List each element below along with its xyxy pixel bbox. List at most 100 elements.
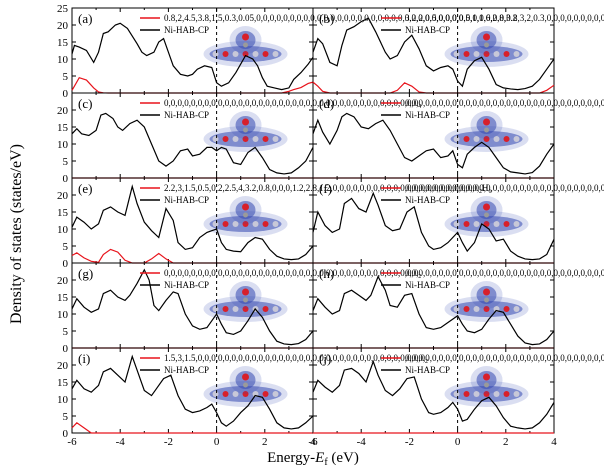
series-gas [71, 422, 313, 434]
x-axis-label-symbol: E [314, 450, 324, 466]
inset-3-slab-atom [493, 136, 500, 142]
inset-5-slab-atom [493, 221, 500, 227]
inset-0-slab-atom [272, 51, 279, 57]
x-tick-label: 4 [310, 436, 316, 448]
inset-9-slab-atom [473, 391, 480, 397]
inset-1-slab-atom [493, 51, 500, 57]
legend-label-gas: 1.5,3,1.5,0,0,0,0,0,0,0,0,0,0,0,0,0,0,0,… [164, 353, 428, 365]
inset-2-slab-atom [252, 136, 259, 142]
y-tick-label: 0 [63, 88, 69, 100]
y-tick-label: 20 [57, 20, 69, 32]
y-tick-label: 5 [63, 156, 69, 168]
inset-8-slab-atom [222, 391, 229, 397]
inset-8-slab-atom [232, 391, 239, 397]
inset-3-slab-atom [473, 136, 480, 142]
panel-label: (a) [78, 11, 92, 26]
y-tick-label: 5 [63, 71, 69, 83]
legend-label-gas: 0,0,0,0,0,0,0,0,0,0,0,0,0,0,0,0,0,0,0,0,… [405, 353, 604, 365]
inset-5-slab-atom [483, 221, 490, 227]
panel-label: (j) [319, 351, 331, 366]
inset-4-slab-atom [222, 221, 229, 227]
inset-4-adsorbate-atom [243, 212, 249, 218]
inset-3-slab-atom [503, 136, 510, 142]
inset-1-slab-atom [453, 51, 460, 57]
y-tick-label: 5 [63, 326, 69, 338]
inset-6-slab-atom [242, 306, 249, 312]
y-tick-label: 5 [63, 241, 69, 253]
y-tick-label: 25 [57, 3, 69, 15]
inset-4-slab-atom [272, 221, 279, 227]
inset-8-slab-atom [242, 391, 249, 397]
legend-label-ni: Ni-HAB-CP [164, 280, 209, 290]
inset-7-slab-atom [483, 306, 490, 312]
inset-5-slab-atom [453, 221, 460, 227]
inset-2-slab-atom [262, 136, 269, 142]
legend-label-ni: Ni-HAB-CP [405, 365, 450, 375]
inset-3-adsorbate-atom [484, 127, 490, 133]
x-axis-label-main: Energy- [267, 450, 315, 466]
y-tick-label: 20 [57, 275, 69, 287]
inset-5-adsorbate-atom [483, 203, 491, 211]
legend-label-ni: Ni-HAB-CP [164, 25, 209, 35]
inset-0-adsorbate-atom [243, 42, 249, 48]
x-tick-label: 0 [455, 436, 461, 448]
inset-0-slab-atom [262, 51, 269, 57]
series-ni-hab-cp [71, 112, 314, 175]
inset-7-adsorbate-atom [483, 288, 491, 296]
y-tick-label: 10 [57, 54, 69, 66]
panel-a: 0 5 10 15 20 25 (a) 0.8,2,4.5,3.8,1.5,0.3,0.05,… [57, 3, 517, 100]
series-ni-hab-cp [71, 22, 314, 91]
inset-3-slab-atom [463, 136, 470, 142]
inset-5-adsorbate-atom [484, 212, 490, 218]
x-tick-label: 0 [214, 436, 220, 448]
inset-4-slab-atom [212, 221, 219, 227]
y-tick-label: 20 [57, 190, 69, 202]
inset-4-adsorbate-atom [242, 203, 250, 211]
inset-5-slab-atom [503, 221, 510, 227]
inset-9-slab-atom [503, 391, 510, 397]
y-tick-label: 10 [57, 309, 69, 321]
inset-4-slab-atom [262, 221, 269, 227]
legend-label-gas: 2.2,3,1.5,0.5,0.2,2.5,4,3.2,0.8,0,0,0,1.… [164, 183, 492, 195]
panel-label: (b) [319, 11, 334, 26]
inset-5-slab-atom [473, 221, 480, 227]
inset-0-slab-atom [252, 51, 259, 57]
panel-label: (c) [78, 96, 92, 111]
legend-label-gas: 3.2,2,0.5,0,0,0,0,0,0,0,0,0,0,0.8,3,2,0.… [405, 13, 604, 25]
x-axis-label: Energy-Ef (eV) [267, 450, 359, 468]
x-tick-label: -6 [67, 436, 77, 448]
legend-label-gas: 0.8,2,4.5,3.8,1.5,0.3,0.05,0,0,0,0,0,0,0… [164, 13, 517, 23]
y-tick-label: 10 [57, 224, 69, 236]
legend-label-ni: Ni-HAB-CP [405, 195, 450, 205]
inset-0-adsorbate-atom [242, 33, 250, 41]
inset-9-slab-atom [513, 391, 520, 397]
panel-i: -6 -4 -2 0 2 4 0 5 10 15 20 (i) 1.5,3,1.5,0,0,0,0,0,… [57, 347, 428, 448]
inset-4-slab-atom [242, 221, 249, 227]
panel-label: (f) [319, 181, 332, 196]
inset-6-slab-atom [212, 306, 219, 312]
x-tick-label: -6 [308, 436, 318, 448]
series-ni-hab-cp [312, 17, 555, 91]
y-tick-label: 0 [63, 343, 69, 355]
series-gas [71, 76, 314, 94]
y-tick-label: 5 [63, 411, 69, 423]
inset-7-slab-atom [463, 306, 470, 312]
inset-6-slab-atom [272, 306, 279, 312]
series-ni-hab-cp [312, 359, 555, 430]
inset-6-slab-atom [232, 306, 239, 312]
legend-label-ni: Ni-HAB-CP [164, 110, 209, 120]
legend-label-gas: 0,0,0,0,0,0,0,0,0,0,0,0,0,0,0,0,0,0,0,0,… [405, 98, 604, 110]
inset-4-slab-atom [252, 221, 259, 227]
inset-7-slab-atom [503, 306, 510, 312]
inset-8-slab-atom [262, 391, 269, 397]
inset-1-adsorbate-atom [484, 42, 490, 48]
inset-1-slab-atom [463, 51, 470, 57]
legend-label-gas: 0,0,0,0,0,0,0,0,0,0,0,0,0,0,0,0,0,0,0,0,… [164, 98, 421, 110]
inset-2-adsorbate-atom [242, 118, 250, 126]
panel-c: 0 5 10 15 20 (c) 0,0,0,0,0,0,0,0,0,0,0,0,0,0,0… [57, 92, 421, 185]
x-tick-label: 4 [551, 436, 557, 448]
panel-g: 0 5 10 15 20 (g) 0,0,0,0,0,0,0,0,0,0,0,0,0,0,0… [57, 262, 421, 355]
x-tick-label: -4 [116, 436, 126, 448]
legend-label-ni: Ni-HAB-CP [405, 25, 450, 35]
inset-0-slab-atom [222, 51, 229, 57]
